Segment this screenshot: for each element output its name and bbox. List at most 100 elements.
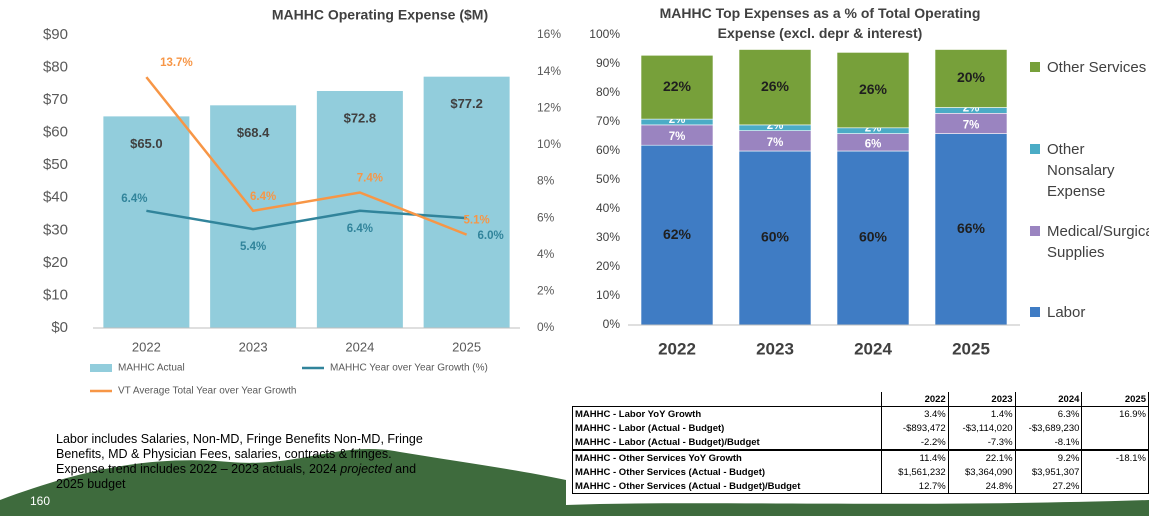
y-tick-label: $80 xyxy=(43,59,68,76)
y2-tick-label: 2% xyxy=(537,284,555,298)
legend-label: Labor xyxy=(1047,302,1148,323)
hills-decoration xyxy=(566,500,1149,516)
legend-swatch xyxy=(90,364,112,372)
y2-tick-label: 4% xyxy=(537,247,555,261)
y-tick-label: $60 xyxy=(43,124,68,141)
legend-item: Other Nonsalary Expense xyxy=(1030,139,1148,202)
data-label: 6.4% xyxy=(121,193,147,205)
x-tick-label: 2023 xyxy=(239,339,268,354)
table-cell: -7.3% xyxy=(948,435,1015,450)
table-cell: 12.7% xyxy=(881,479,948,494)
table-cell xyxy=(573,392,882,407)
y-tick-label: 10% xyxy=(596,288,620,302)
chart-title: MAHHC Top Expenses as a % of Total Opera… xyxy=(630,3,1010,43)
data-label: $72.8 xyxy=(344,110,377,125)
table-cell xyxy=(1082,435,1149,450)
table-row: MAHHC - Other Services (Actual - Budget)… xyxy=(573,479,1149,494)
y-tick-label: 70% xyxy=(596,114,620,128)
table-cell: MAHHC - Labor YoY Growth xyxy=(573,407,882,422)
data-label: 5.1% xyxy=(464,215,490,227)
page-number: 160 xyxy=(30,494,50,508)
y-tick-label: $90 xyxy=(43,26,68,43)
y2-tick-label: 8% xyxy=(537,174,555,188)
legend-label: Other Services xyxy=(1047,57,1148,78)
column-header: 2024 xyxy=(1015,392,1082,407)
data-label: 20% xyxy=(957,69,986,85)
data-label: 6% xyxy=(865,138,882,150)
note-text: projected xyxy=(340,462,391,476)
column-header: 2022 xyxy=(881,392,948,407)
legend-item: Medical/Surgical Supplies xyxy=(1030,221,1148,263)
table-row: MAHHC - Labor YoY Growth3.4%1.4%6.3%16.9… xyxy=(573,407,1149,422)
data-label: 7.4% xyxy=(357,173,383,185)
y-tick-label: $50 xyxy=(43,156,68,173)
table-cell xyxy=(1082,421,1149,435)
table-cell: 9.2% xyxy=(1015,450,1082,465)
table-cell: -8.1% xyxy=(1015,435,1082,450)
x-tick-label: 2025 xyxy=(452,339,481,354)
legend-swatch xyxy=(1030,144,1040,154)
data-label: 60% xyxy=(761,229,790,245)
x-tick-label: 2022 xyxy=(658,339,696,358)
data-label: 6.4% xyxy=(347,223,373,235)
line xyxy=(146,211,466,229)
data-label: 6.4% xyxy=(250,191,276,203)
y2-tick-label: 16% xyxy=(537,27,561,41)
y-tick-label: $30 xyxy=(43,221,68,238)
table-cell: MAHHC - Other Services (Actual - Budget)… xyxy=(573,479,882,494)
table-cell: MAHHC - Other Services YoY Growth xyxy=(573,450,882,465)
y2-tick-label: 12% xyxy=(537,100,561,114)
legend-label: MAHHC Year over Year Growth (%) xyxy=(330,363,488,374)
data-label: 26% xyxy=(761,78,790,94)
x-tick-label: 2024 xyxy=(345,339,374,354)
y2-tick-label: 10% xyxy=(537,137,561,151)
table-cell: MAHHC - Other Services (Actual - Budget) xyxy=(573,465,882,479)
table-row: MAHHC - Labor (Actual - Budget)/Budget-2… xyxy=(573,435,1149,450)
bar xyxy=(424,77,510,328)
line xyxy=(146,77,466,234)
y2-tick-label: 14% xyxy=(537,64,561,78)
data-label: 13.7% xyxy=(160,57,193,69)
data-label: 60% xyxy=(859,229,888,245)
data-label: 7% xyxy=(767,137,784,149)
data-label: 26% xyxy=(859,81,888,97)
table-cell: -18.1% xyxy=(1082,450,1149,465)
x-tick-label: 2023 xyxy=(756,339,794,358)
page: {"chart_data": [ {"type": "combo", "titl… xyxy=(0,0,1149,516)
table-cell: 11.4% xyxy=(881,450,948,465)
bar xyxy=(317,91,403,328)
data-label: $77.2 xyxy=(450,96,483,111)
table-cell: MAHHC - Labor (Actual - Budget) xyxy=(573,421,882,435)
table-cell: -2.2% xyxy=(881,435,948,450)
y-tick-label: 30% xyxy=(596,230,620,244)
y2-tick-label: 6% xyxy=(537,210,555,224)
data-label: 7% xyxy=(669,131,686,143)
table-cell: -$3,689,230 xyxy=(1015,421,1082,435)
y-tick-label: $10 xyxy=(43,286,68,303)
x-tick-label: 2022 xyxy=(132,339,161,354)
table-cell: 16.9% xyxy=(1082,407,1149,422)
data-label: 5.4% xyxy=(240,241,266,253)
table-cell: 24.8% xyxy=(948,479,1015,494)
table-row: MAHHC - Labor (Actual - Budget)-$893,472… xyxy=(573,421,1149,435)
data-label: 6.0% xyxy=(478,230,504,242)
table-cell: $3,364,090 xyxy=(948,465,1015,479)
legend-item: Labor xyxy=(1030,302,1148,323)
table-cell: 1.4% xyxy=(948,407,1015,422)
y-tick-label: 0% xyxy=(603,317,621,331)
data-label: 22% xyxy=(663,78,692,94)
y-tick-label: 20% xyxy=(596,259,620,273)
y-tick-label: 60% xyxy=(596,143,620,157)
data-label: 7% xyxy=(963,119,980,131)
table-cell: MAHHC - Labor (Actual - Budget)/Budget xyxy=(573,435,882,450)
legend-label: Other Nonsalary Expense xyxy=(1047,139,1148,202)
y-tick-label: 40% xyxy=(596,201,620,215)
legend-label: MAHHC Actual xyxy=(118,363,185,374)
table-cell: 6.3% xyxy=(1015,407,1082,422)
y-tick-label: 80% xyxy=(596,85,620,99)
data-label: $65.0 xyxy=(130,136,163,151)
table-row: MAHHC - Other Services (Actual - Budget)… xyxy=(573,465,1149,479)
table-cell: -$3,114,020 xyxy=(948,421,1015,435)
